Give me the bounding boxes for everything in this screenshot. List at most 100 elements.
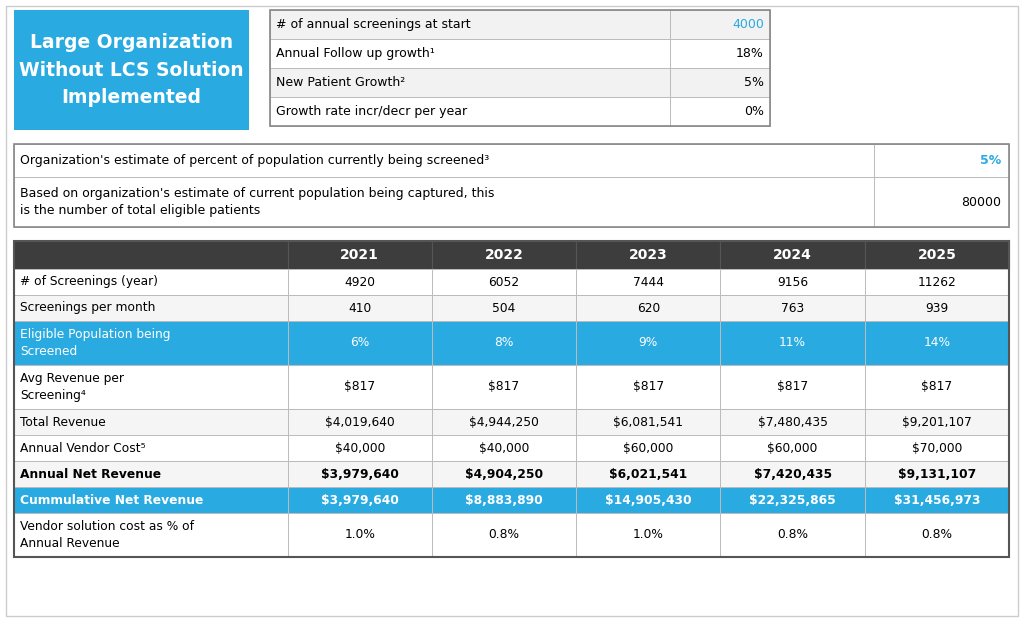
Text: 8%: 8% — [495, 337, 514, 350]
Bar — [14, 144, 1009, 227]
Bar — [14, 487, 288, 513]
Bar — [721, 435, 864, 461]
Text: $4,944,250: $4,944,250 — [469, 415, 539, 429]
Text: Based on organization's estimate of current population being captured, this
is t: Based on organization's estimate of curr… — [20, 187, 495, 216]
Bar — [270, 10, 770, 126]
Text: $817: $817 — [777, 381, 808, 394]
Bar — [864, 295, 1009, 321]
Bar — [864, 513, 1009, 557]
Text: 9%: 9% — [639, 337, 658, 350]
Bar — [432, 487, 577, 513]
Bar — [288, 487, 432, 513]
Bar — [721, 487, 864, 513]
Bar — [288, 295, 432, 321]
Text: 9156: 9156 — [777, 276, 808, 289]
Bar — [874, 177, 1009, 227]
Text: 5%: 5% — [744, 76, 764, 89]
Bar — [721, 365, 864, 409]
Bar — [288, 365, 432, 409]
Bar — [288, 241, 432, 269]
Bar — [432, 365, 577, 409]
Text: $4,019,640: $4,019,640 — [325, 415, 394, 429]
Bar — [577, 409, 721, 435]
Text: Organization's estimate of percent of population currently being screened³: Organization's estimate of percent of po… — [20, 154, 489, 167]
Text: 2022: 2022 — [484, 248, 523, 262]
Bar — [270, 10, 670, 39]
Bar — [14, 295, 288, 321]
Bar — [721, 513, 864, 557]
Bar — [670, 10, 770, 39]
Bar — [14, 409, 288, 435]
Text: $4,904,250: $4,904,250 — [465, 468, 543, 481]
Bar — [14, 144, 874, 177]
Text: 939: 939 — [926, 302, 948, 315]
Bar — [432, 513, 577, 557]
Text: $31,456,973: $31,456,973 — [894, 493, 980, 506]
Text: 11%: 11% — [779, 337, 806, 350]
Text: $70,000: $70,000 — [911, 442, 963, 455]
Text: Screenings per month: Screenings per month — [20, 302, 156, 315]
Bar — [721, 409, 864, 435]
Bar — [721, 295, 864, 321]
Bar — [288, 513, 432, 557]
Text: $817: $817 — [633, 381, 664, 394]
Bar — [577, 487, 721, 513]
Bar — [864, 241, 1009, 269]
Bar — [288, 321, 432, 365]
Text: $22,325,865: $22,325,865 — [750, 493, 836, 506]
Bar — [721, 461, 864, 487]
Bar — [874, 144, 1009, 177]
Text: $9,131,107: $9,131,107 — [898, 468, 976, 481]
Text: 2023: 2023 — [629, 248, 668, 262]
Bar — [721, 269, 864, 295]
Text: Avg Revenue per
Screening⁴: Avg Revenue per Screening⁴ — [20, 372, 124, 402]
Bar — [432, 461, 577, 487]
Text: $9,201,107: $9,201,107 — [902, 415, 972, 429]
Text: # of Screenings (year): # of Screenings (year) — [20, 276, 158, 289]
Bar — [270, 97, 670, 126]
Text: 2025: 2025 — [918, 248, 956, 262]
Bar — [864, 435, 1009, 461]
Bar — [577, 241, 721, 269]
Text: # of annual screenings at start: # of annual screenings at start — [276, 18, 471, 31]
Text: 1.0%: 1.0% — [633, 529, 664, 542]
Text: New Patient Growth²: New Patient Growth² — [276, 76, 406, 89]
Bar — [670, 97, 770, 126]
Text: Annual Vendor Cost⁵: Annual Vendor Cost⁵ — [20, 442, 145, 455]
Text: 14%: 14% — [924, 337, 950, 350]
Bar — [670, 39, 770, 68]
Text: $60,000: $60,000 — [767, 442, 818, 455]
Bar — [721, 321, 864, 365]
Text: Annual Net Revenue: Annual Net Revenue — [20, 468, 161, 481]
Bar — [14, 241, 288, 269]
Bar — [14, 435, 288, 461]
Text: $6,021,541: $6,021,541 — [609, 468, 687, 481]
Text: $8,883,890: $8,883,890 — [465, 493, 543, 506]
Text: $3,979,640: $3,979,640 — [321, 468, 398, 481]
Text: Large Organization
Without LCS Solution
Implemented: Large Organization Without LCS Solution … — [19, 33, 244, 107]
Bar — [577, 513, 721, 557]
Bar — [14, 10, 249, 130]
Bar — [670, 68, 770, 97]
Bar — [14, 461, 288, 487]
Text: 620: 620 — [637, 302, 659, 315]
Text: 0%: 0% — [744, 105, 764, 118]
Bar — [14, 365, 288, 409]
Text: $3,979,640: $3,979,640 — [321, 493, 398, 506]
Text: $7,420,435: $7,420,435 — [754, 468, 831, 481]
Text: $14,905,430: $14,905,430 — [605, 493, 691, 506]
Text: $7,480,435: $7,480,435 — [758, 415, 827, 429]
Text: 504: 504 — [493, 302, 516, 315]
Bar — [432, 409, 577, 435]
Bar — [432, 435, 577, 461]
Text: $40,000: $40,000 — [335, 442, 385, 455]
Text: 6%: 6% — [350, 337, 370, 350]
Bar — [432, 241, 577, 269]
Text: 410: 410 — [348, 302, 372, 315]
Text: 4920: 4920 — [344, 276, 375, 289]
Bar — [864, 487, 1009, 513]
Bar — [288, 269, 432, 295]
Text: $817: $817 — [344, 381, 376, 394]
Bar — [864, 321, 1009, 365]
Bar — [288, 461, 432, 487]
